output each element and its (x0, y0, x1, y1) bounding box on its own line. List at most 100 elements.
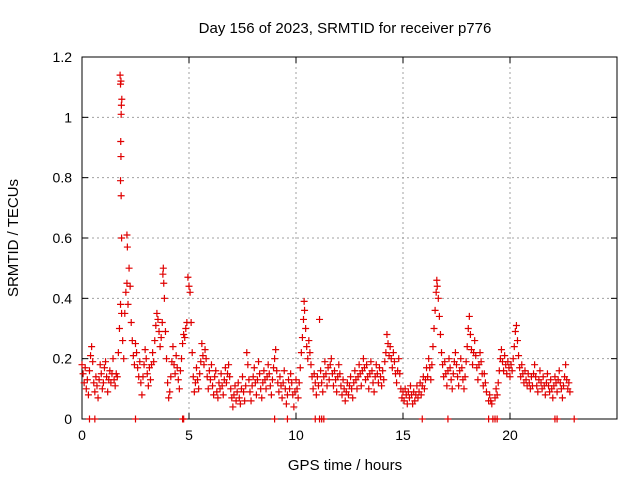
x-tick-label: 15 (395, 427, 411, 443)
data-point (194, 376, 202, 384)
data-point (248, 382, 256, 390)
data-point (270, 364, 278, 372)
data-point (112, 370, 120, 378)
data-point (231, 382, 239, 390)
data-point (160, 294, 168, 302)
data-point (430, 325, 438, 332)
data-point (429, 343, 437, 351)
data-point (91, 415, 99, 423)
data-point (215, 379, 223, 387)
data-point (186, 288, 194, 296)
data-point (425, 355, 433, 363)
data-point (87, 352, 95, 360)
data-point (246, 388, 254, 396)
data-point (80, 379, 88, 387)
data-point (338, 391, 346, 399)
data-point (507, 361, 515, 369)
x-tick-label: 5 (185, 427, 193, 443)
data-point (331, 367, 339, 375)
data-point (205, 367, 213, 375)
data-point (79, 370, 87, 378)
data-point (298, 334, 306, 342)
data-point (427, 376, 435, 384)
data-point (117, 300, 125, 308)
data-point (296, 364, 304, 372)
data-point (83, 376, 91, 384)
data-point (225, 361, 233, 369)
data-point (195, 385, 203, 393)
data-point (256, 370, 264, 378)
data-point (160, 279, 168, 287)
data-point (400, 397, 408, 405)
data-point (174, 376, 182, 384)
data-point (570, 415, 578, 423)
data-point (411, 397, 419, 405)
data-point (449, 370, 457, 378)
data-point (472, 352, 480, 360)
data-point (555, 367, 563, 375)
data-point (286, 385, 294, 393)
data-point (566, 388, 574, 396)
data-point (378, 382, 386, 390)
data-point (132, 415, 139, 423)
data-point (96, 361, 104, 369)
data-point (482, 388, 490, 396)
data-point (199, 352, 207, 360)
data-point (94, 394, 102, 402)
data-point (234, 379, 242, 387)
data-point (116, 71, 124, 79)
data-point (175, 385, 183, 393)
data-point (140, 361, 148, 369)
data-point (329, 382, 337, 390)
data-point (318, 379, 326, 387)
data-point (451, 349, 459, 357)
data-point (417, 391, 425, 399)
data-point (95, 376, 103, 384)
y-axis-label: SRMTID / TECUs (5, 179, 22, 297)
data-point (121, 309, 129, 317)
data-point (541, 391, 549, 399)
data-point (117, 137, 125, 145)
data-point (117, 192, 125, 200)
data-point (271, 355, 279, 363)
data-point (189, 373, 197, 381)
y-tick-label: 1.2 (53, 49, 73, 65)
data-point (314, 382, 322, 390)
data-point (321, 358, 329, 366)
data-point (156, 343, 164, 351)
data-point (232, 397, 240, 405)
data-point (367, 358, 375, 366)
data-point (302, 325, 310, 332)
data-point (448, 385, 456, 393)
data-point (276, 373, 284, 381)
data-point (436, 331, 444, 339)
data-point (312, 391, 320, 399)
data-point (396, 370, 404, 378)
data-point (443, 382, 451, 390)
data-point (82, 385, 90, 393)
data-point (266, 382, 274, 390)
data-point (218, 382, 226, 390)
data-point (180, 331, 188, 339)
data-point (134, 364, 142, 372)
x-tick-label: 0 (78, 427, 86, 443)
data-point (471, 337, 479, 345)
data-point (118, 95, 126, 103)
data-point (117, 110, 125, 118)
data-point (279, 379, 287, 387)
data-point (206, 376, 214, 384)
data-point (294, 394, 302, 402)
data-point (363, 361, 371, 369)
data-point (137, 379, 145, 387)
data-point (272, 346, 280, 354)
data-point (187, 318, 195, 326)
data-point (122, 288, 130, 296)
data-point (463, 343, 471, 351)
data-point (212, 367, 220, 375)
data-point (493, 391, 501, 399)
data-point (240, 388, 248, 396)
data-point (163, 355, 171, 363)
data-point (124, 300, 132, 308)
data-point (114, 349, 122, 357)
data-point (304, 355, 312, 363)
